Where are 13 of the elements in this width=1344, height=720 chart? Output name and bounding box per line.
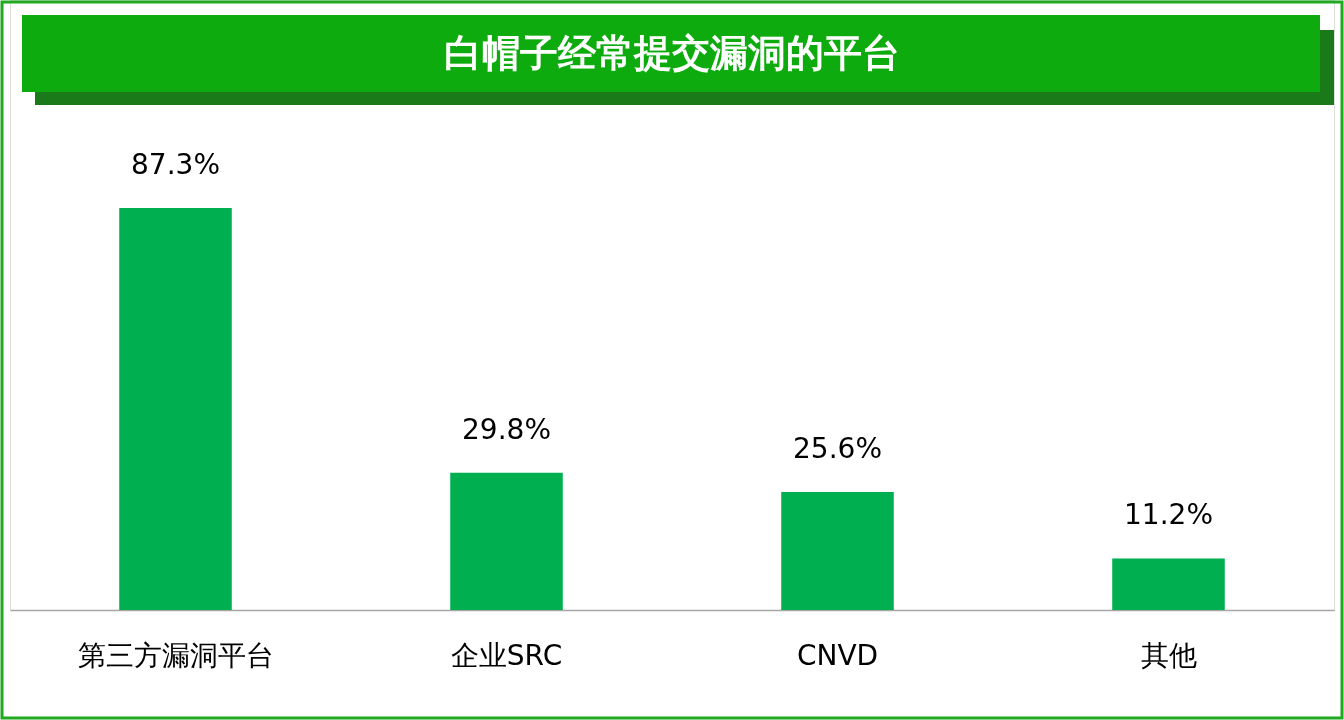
x-tick-label: 其他 bbox=[1140, 638, 1197, 672]
x-tick-label: 第三方漏洞平台 bbox=[77, 638, 274, 672]
data-label: 87.3% bbox=[131, 147, 220, 181]
bar bbox=[119, 207, 232, 610]
bar bbox=[1112, 558, 1225, 610]
x-tick-label: CNVD bbox=[796, 638, 879, 672]
bar bbox=[781, 492, 894, 610]
chart-title: 白帽子经常提交漏洞的平台 bbox=[444, 31, 900, 75]
x-tick-label: 企业SRC bbox=[450, 638, 563, 672]
bar bbox=[450, 472, 563, 610]
data-label: 29.8% bbox=[462, 412, 551, 446]
data-label: 11.2% bbox=[1124, 498, 1213, 532]
data-label: 25.6% bbox=[793, 432, 882, 466]
